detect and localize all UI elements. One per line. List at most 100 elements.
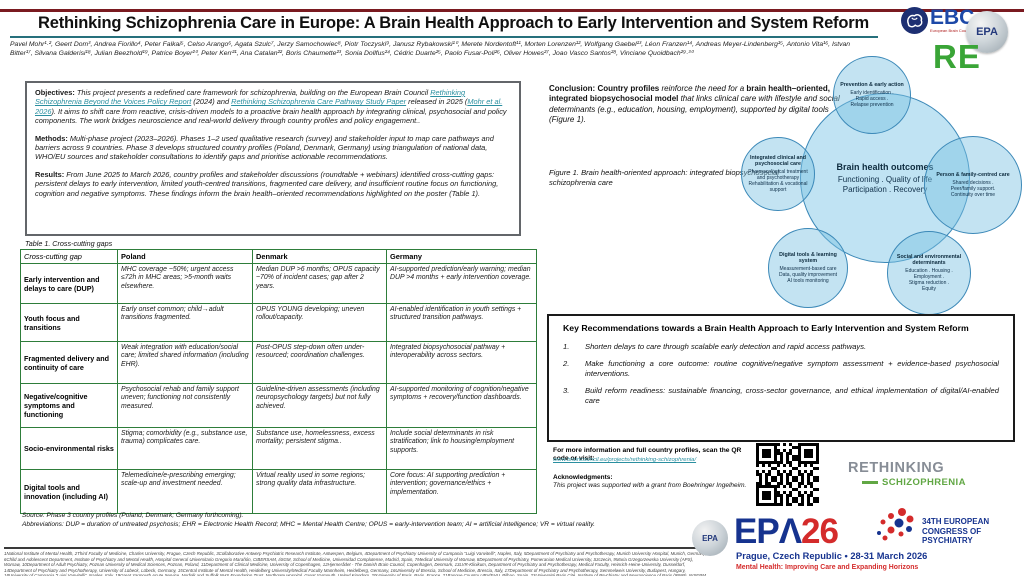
title-divider xyxy=(10,36,878,38)
row-gap: Socio-environmental risks xyxy=(20,427,118,470)
row-poland: MHC coverage ~50%; urgent access ≤72h in… xyxy=(117,263,253,304)
circle-line: Equity xyxy=(922,286,936,293)
objectives-text-1: This project presents a redefined care f… xyxy=(74,88,431,97)
epa-globe-label: EPA xyxy=(976,26,998,38)
circle-line: Education . Housing . xyxy=(905,268,953,275)
objectives-methods-results-box: Objectives: This project presents a rede… xyxy=(25,81,521,236)
pathway-study-link[interactable]: Rethinking Schizophrenia Care Pathway St… xyxy=(231,97,407,107)
table-row: Digital tools and innovation (including … xyxy=(20,469,537,514)
circle-title: Digital tools & learning system xyxy=(779,251,837,264)
circle-line: Relapse prevention xyxy=(850,102,894,109)
row-gap: Early intervention and delays to care (D… xyxy=(20,263,118,304)
top-accent-rule xyxy=(0,9,1024,12)
recommendation-number: 1. xyxy=(563,342,570,351)
qr-code xyxy=(754,441,821,508)
dots-cluster-icon xyxy=(870,506,918,549)
acknowledgments-text: This project was supported with a grant … xyxy=(553,482,747,489)
recommendation-item: 3. Build reform readiness: sustainable f… xyxy=(563,386,999,405)
table-header-row: Cross-cutting gap Poland Denmark Germany xyxy=(20,249,537,264)
results-label: Results: xyxy=(35,169,65,179)
figure-1-diagram: Brain health outcomes Functioning . Qual… xyxy=(730,48,1024,320)
circle-title: Brain health outcomes xyxy=(836,161,934,172)
row-gap: Youth focus and transitions xyxy=(20,303,118,342)
row-germany: AI-supported monitoring of cognition/neg… xyxy=(386,383,537,428)
row-germany: Include social determinants in risk stra… xyxy=(386,427,537,470)
row-poland: Telemedicine/e-prescribing emerging; sca… xyxy=(117,469,253,514)
green-dash-icon xyxy=(862,481,878,484)
ebc-logo: EBC European Brain Council xyxy=(901,7,974,39)
header-germany: Germany xyxy=(386,249,537,264)
congress-title: 34th European Congress of Psychiatry xyxy=(922,517,990,545)
epa26-red-text: 26 xyxy=(801,512,839,551)
row-gap: Digital tools and innovation (including … xyxy=(20,469,118,514)
braincouncil-url-link[interactable]: www.braincouncil.eu/projects/rethinking-… xyxy=(553,457,697,463)
recommendation-number: 2. xyxy=(563,359,570,369)
row-poland: Psychosocial rehab and family support un… xyxy=(117,383,253,428)
rethinking-schizophrenia-logo: RETHINKING SCHIZOPHRENIA xyxy=(848,460,998,489)
more-info-text: For more information and full country pr… xyxy=(553,447,742,462)
circle-line: Rehabilitation & vocational support xyxy=(748,181,808,194)
epa-badge-icon: EPA xyxy=(692,520,728,556)
circle-line: Shared decisions . xyxy=(952,180,994,187)
epa26-congress-logo: EPA EPΛ26 34th European Congress of Psyc… xyxy=(692,508,1022,574)
circle-line: Rapid access . xyxy=(855,96,889,103)
conclusion-text-1: reinforce the need for a xyxy=(659,84,747,93)
recommendation-item: 2. Make functioning a core outcome: rout… xyxy=(563,359,999,378)
recommendation-item: 1. Shorten delays to care through scalab… xyxy=(563,342,999,351)
epa-badge-label: EPA xyxy=(702,533,718,543)
objectives-paragraph: Objectives: This project presents a rede… xyxy=(35,88,511,126)
objectives-text-3: released in 2025 ( xyxy=(406,97,468,107)
methods-text: Multi-phase project (2023–2026). Phases … xyxy=(35,133,494,162)
circle-line: Peer/family support. xyxy=(950,186,996,193)
header-denmark: Denmark xyxy=(252,249,387,264)
digital-tools-circle: Digital tools & learning system Measurem… xyxy=(768,228,848,308)
recommendations-title: Key Recommendations towards a Brain Heal… xyxy=(563,323,969,333)
recommendation-number: 3. xyxy=(563,386,570,396)
circle-title: Social and environmental determinants xyxy=(896,253,962,266)
footnote-divider xyxy=(4,547,716,549)
row-poland: Stigma; comorbidity (e.g., substance use… xyxy=(117,427,253,470)
circle-line: Functioning . Quality of life xyxy=(837,174,933,184)
cross-cutting-gaps-table: Cross-cutting gap Poland Denmark Germany… xyxy=(20,249,537,514)
results-paragraph: Results: From June 2025 to March 2026, c… xyxy=(35,170,511,198)
row-denmark: OPUS YOUNG developing; uneven rollout/ca… xyxy=(252,303,387,342)
circle-line: Data, quality improvement xyxy=(778,272,838,279)
key-recommendations-box: Key Recommendations towards a Brain Heal… xyxy=(547,314,1015,442)
objectives-text-2: (2024) and xyxy=(191,97,232,107)
header-gap: Cross-cutting gap xyxy=(20,249,118,264)
conclusion-text-2: that links clinical care with lifestyle … xyxy=(549,94,840,125)
circle-line: Measurement-based care xyxy=(779,266,837,273)
conclusion-paragraph: Conclusion: Country profiles reinforce t… xyxy=(549,84,841,126)
circle-line: AI tools monitoring xyxy=(787,278,829,285)
circle-title: Integrated clinical and psychosocial car… xyxy=(750,154,806,167)
recommendation-text: Shorten delays to care through scalable … xyxy=(585,342,867,351)
objectives-label: Objectives: xyxy=(35,88,75,97)
conclusion-label: Conclusion: xyxy=(549,84,596,93)
epa26-blue-text: EPΛ xyxy=(734,512,802,551)
row-denmark: Median DUP >6 months; OPUS capacity ~70%… xyxy=(252,263,387,304)
circle-line: Pharmacological treatment and psychother… xyxy=(748,169,808,182)
table-row: Fragmented delivery and continuity of ca… xyxy=(20,341,537,384)
row-germany: AI-enabled identification in youth setti… xyxy=(386,303,537,342)
mohr-citation-link[interactable]: Mohr et al. 2026 xyxy=(35,97,503,116)
social-determinants-circle: Social and environmental determinants Ed… xyxy=(887,231,971,315)
brain-icon xyxy=(901,7,928,39)
rethinking-wordmark: RETHINKING xyxy=(848,460,945,476)
row-poland: Early onset common; child→adult transiti… xyxy=(117,303,253,342)
prevention-circle: Prevention & early action Early identifi… xyxy=(833,56,911,134)
row-denmark: Post-OPUS step-down often under-resource… xyxy=(252,341,387,384)
circle-line: Participation . Recovery xyxy=(842,184,928,194)
row-germany: AI-supported prediction/early warning; m… xyxy=(386,263,537,304)
table-row: Early intervention and delays to care (D… xyxy=(20,263,537,304)
circle-title: Prevention & early action xyxy=(840,81,904,88)
conclusion-bold-2: brain health–oriented, integrated biopsy… xyxy=(549,84,830,104)
row-germany: Integrated biopsychosocial pathway + int… xyxy=(386,341,537,384)
authors-line: Pavel Mohr¹·², Geert Dom³, Andrea Fioril… xyxy=(10,41,851,57)
policy-report-link[interactable]: Rethinking Schizophrenia Beyond the Voic… xyxy=(35,88,466,107)
row-gap: Fragmented delivery and continuity of ca… xyxy=(20,341,118,384)
objectives-text-4: ). It aims to shift care from reactive, … xyxy=(35,106,507,126)
congress-tagline: Mental Health: Improving Care and Expand… xyxy=(736,564,919,571)
conclusion-bold-1: Country profiles xyxy=(595,84,660,93)
acknowledgments-label: Acknowledgments: xyxy=(553,474,613,481)
